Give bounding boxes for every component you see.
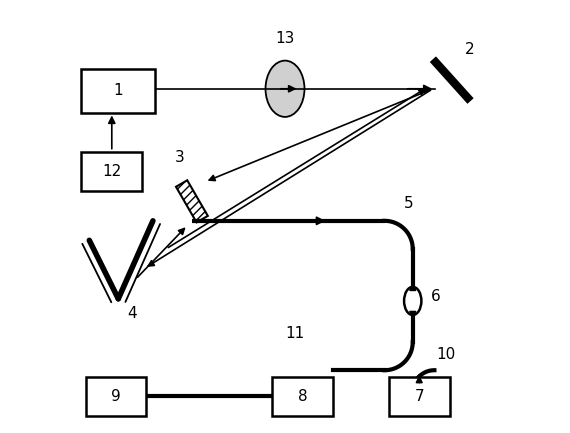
Text: 8: 8	[298, 389, 307, 404]
Text: 1: 1	[113, 84, 123, 98]
Text: 3: 3	[174, 150, 184, 165]
Text: 4: 4	[127, 306, 137, 321]
Bar	[389, 377, 450, 416]
Text: 12: 12	[102, 164, 121, 178]
Bar	[82, 69, 155, 113]
Polygon shape	[176, 180, 208, 223]
Text: 13: 13	[275, 31, 295, 46]
Text: 5: 5	[404, 196, 414, 211]
Text: 2: 2	[465, 42, 474, 57]
Ellipse shape	[404, 287, 421, 315]
Bar	[86, 377, 146, 416]
Text: 7: 7	[414, 389, 424, 404]
Text: 10: 10	[437, 347, 456, 362]
Bar	[272, 377, 333, 416]
Bar	[82, 152, 142, 191]
Text: 6: 6	[431, 289, 441, 304]
Text: 9: 9	[111, 389, 121, 404]
Text: 11: 11	[285, 326, 304, 341]
Ellipse shape	[266, 61, 304, 117]
